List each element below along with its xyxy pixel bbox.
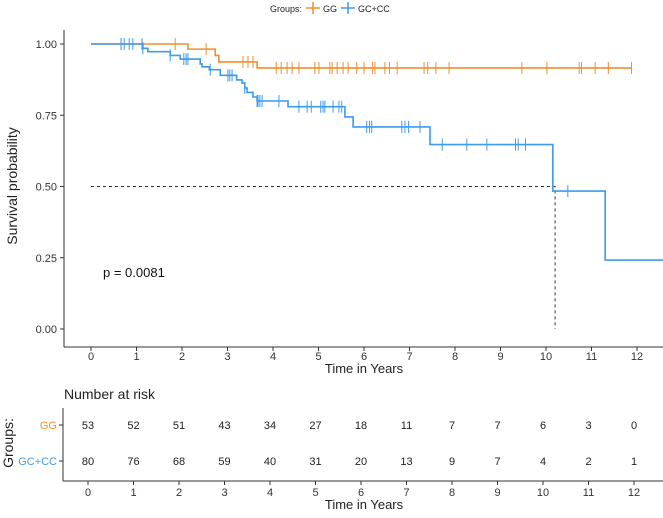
risk-x-tick-label: 9 <box>494 487 500 499</box>
risk-count: 20 <box>355 456 367 468</box>
x-tick-label: 11 <box>586 351 597 363</box>
risk-count: 7 <box>449 420 455 432</box>
legend-item-gg: GG <box>306 2 337 14</box>
risk-count: 43 <box>218 420 230 432</box>
y-axis-title: Survival probability <box>4 127 20 245</box>
p-value-annotation: p = 0.0081 <box>103 265 165 280</box>
risk-x-tick-label: 6 <box>358 487 364 499</box>
risk-count: 51 <box>173 420 185 432</box>
x-tick-label: 6 <box>361 351 367 363</box>
survival-curve-gc-cc <box>91 43 663 261</box>
risk-table-y-title: Groups: <box>0 418 16 468</box>
x-tick-label: 5 <box>315 351 321 363</box>
risk-count: 2 <box>585 456 591 468</box>
legend-title: Groups: <box>270 4 302 14</box>
risk-x-tick-label: 4 <box>267 487 273 499</box>
risk-x-tick-label: 1 <box>130 487 136 499</box>
legend-label: GC+CC <box>358 4 390 14</box>
x-tick-label: 2 <box>179 351 185 363</box>
risk-count: 52 <box>127 420 139 432</box>
risk-count: 4 <box>540 456 546 468</box>
risk-count: 13 <box>400 456 412 468</box>
risk-x-tick-label: 10 <box>537 487 549 499</box>
risk-count: 0 <box>631 420 637 432</box>
risk-count: 80 <box>82 456 94 468</box>
x-tick-label: 7 <box>406 351 412 363</box>
risk-count: 9 <box>449 456 455 468</box>
risk-x-tick-label: 2 <box>176 487 182 499</box>
y-tick-label: 0.50 <box>36 182 57 194</box>
risk-row-label: GC+CC <box>18 456 57 468</box>
legend-label: GG <box>323 4 337 14</box>
risk-table-x-title: Time in Years <box>325 497 404 512</box>
risk-x-tick-label: 3 <box>221 487 227 499</box>
risk-count: 34 <box>264 420 276 432</box>
x-tick-label: 8 <box>452 351 458 363</box>
risk-count: 68 <box>173 456 185 468</box>
risk-count: 18 <box>355 420 367 432</box>
risk-count: 27 <box>309 420 321 432</box>
risk-count: 40 <box>264 456 276 468</box>
x-tick-label: 12 <box>631 351 643 363</box>
risk-count: 11 <box>401 420 412 432</box>
risk-x-tick-label: 0 <box>85 487 91 499</box>
risk-count: 6 <box>540 420 546 432</box>
risk-row-label: GG <box>40 420 57 432</box>
y-tick-label: 0.25 <box>36 253 57 265</box>
y-tick-label: 1.00 <box>36 39 57 51</box>
risk-x-tick-label: 8 <box>449 487 455 499</box>
x-axis-title: Time in Years <box>325 361 404 376</box>
survival-curve-gg <box>91 43 632 69</box>
legend: Groups: GG GC+CC <box>270 2 390 14</box>
x-tick-label: 4 <box>270 351 276 363</box>
risk-x-tick-label: 11 <box>583 487 594 499</box>
risk-x-tick-label: 12 <box>628 487 640 499</box>
median-survival-line <box>91 186 556 329</box>
risk-count: 53 <box>82 420 94 432</box>
risk-table-title: Number at risk <box>64 386 156 402</box>
risk-count: 7 <box>494 456 500 468</box>
x-tick-label: 10 <box>540 351 552 363</box>
risk-x-tick-label: 5 <box>312 487 318 499</box>
y-tick-label: 0.75 <box>36 110 57 122</box>
x-tick-label: 9 <box>497 351 503 363</box>
risk-count: 7 <box>494 420 500 432</box>
risk-count: 31 <box>309 456 321 468</box>
risk-count: 3 <box>585 420 591 432</box>
risk-count: 1 <box>631 456 637 468</box>
y-tick-label: 0.00 <box>36 324 57 336</box>
risk-count: 59 <box>218 456 230 468</box>
legend-item-gc-cc: GC+CC <box>341 2 390 14</box>
x-tick-label: 0 <box>88 351 94 363</box>
x-tick-label: 1 <box>133 351 139 363</box>
risk-count: 76 <box>127 456 139 468</box>
x-tick-label: 3 <box>224 351 230 363</box>
risk-x-tick-label: 7 <box>403 487 409 499</box>
